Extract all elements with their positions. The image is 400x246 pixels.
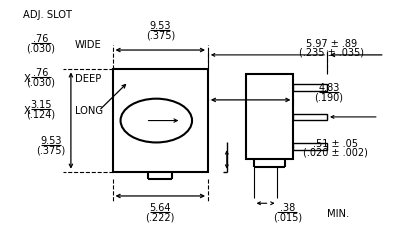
Bar [293,113,327,120]
Text: (.030): (.030) [27,44,56,54]
Bar [113,69,208,172]
Text: 5.97 ± .89: 5.97 ± .89 [306,39,357,49]
Text: X: X [23,106,30,116]
Text: (.375): (.375) [146,31,175,40]
Text: WIDE: WIDE [75,40,102,50]
Text: 9.53: 9.53 [40,136,62,146]
Text: .76: .76 [34,68,49,78]
Text: (.222): (.222) [146,213,175,223]
Text: (.235 ± .035): (.235 ± .035) [298,47,364,58]
Text: (.375): (.375) [36,146,66,156]
Text: (.190): (.190) [314,92,344,103]
Text: 4.83: 4.83 [318,83,340,93]
Text: 3.15: 3.15 [30,100,52,110]
Text: (.030): (.030) [27,78,56,88]
Text: .38: .38 [280,203,295,213]
Bar [293,143,327,150]
Text: 9.53: 9.53 [150,21,171,31]
Text: .51 ± .05: .51 ± .05 [312,139,358,149]
Text: (.015): (.015) [273,213,302,223]
Bar [246,74,293,159]
Bar [293,84,327,91]
Text: LONG: LONG [75,106,103,116]
Text: ADJ. SLOT: ADJ. SLOT [23,10,72,20]
Text: 5.64: 5.64 [150,203,171,213]
Text: (.124): (.124) [26,109,56,120]
Text: DEEP: DEEP [75,74,101,84]
Text: X: X [23,74,30,84]
Text: (.020 ± .002): (.020 ± .002) [303,147,368,157]
Text: .76: .76 [34,34,49,44]
Text: MIN.: MIN. [327,209,349,219]
